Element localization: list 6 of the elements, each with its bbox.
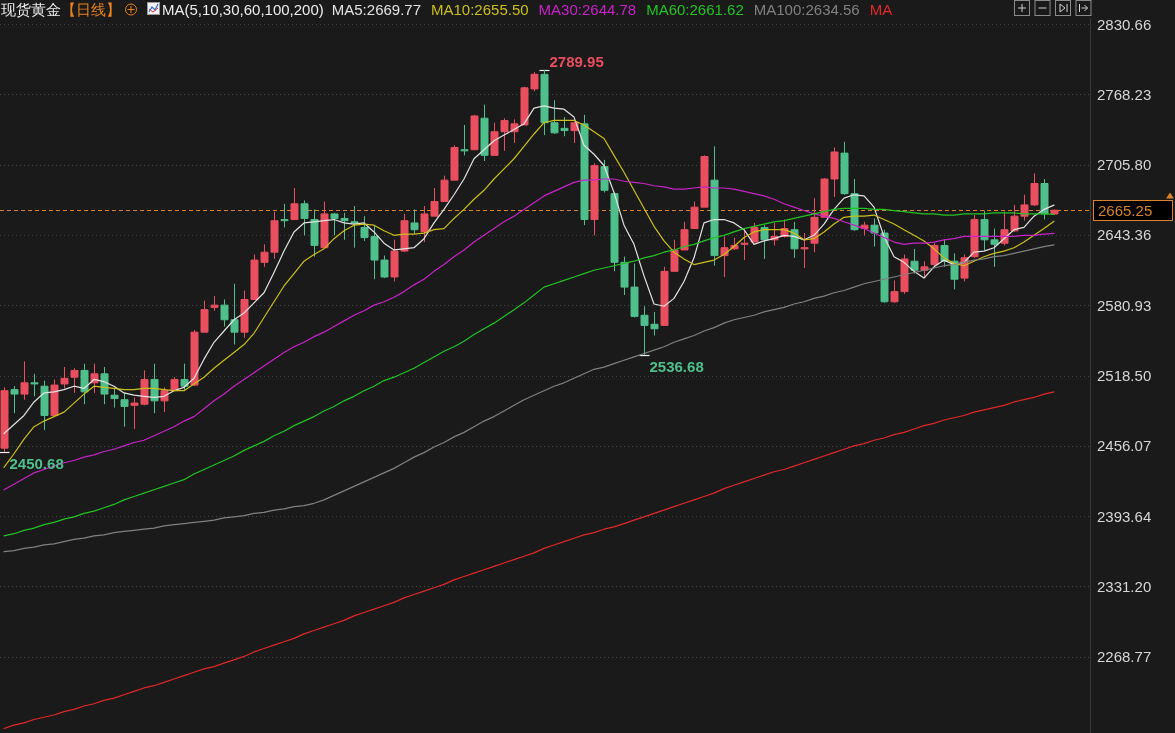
annotation: 2450.68: [9, 454, 64, 472]
title: 现货黄金: [1, 1, 61, 18]
annotation: 2789.95: [549, 52, 604, 70]
annotation: 2536.68: [649, 357, 704, 375]
ref-line-label: 2665.25: [1098, 202, 1153, 219]
subtitle: 【日线】: [61, 1, 121, 18]
